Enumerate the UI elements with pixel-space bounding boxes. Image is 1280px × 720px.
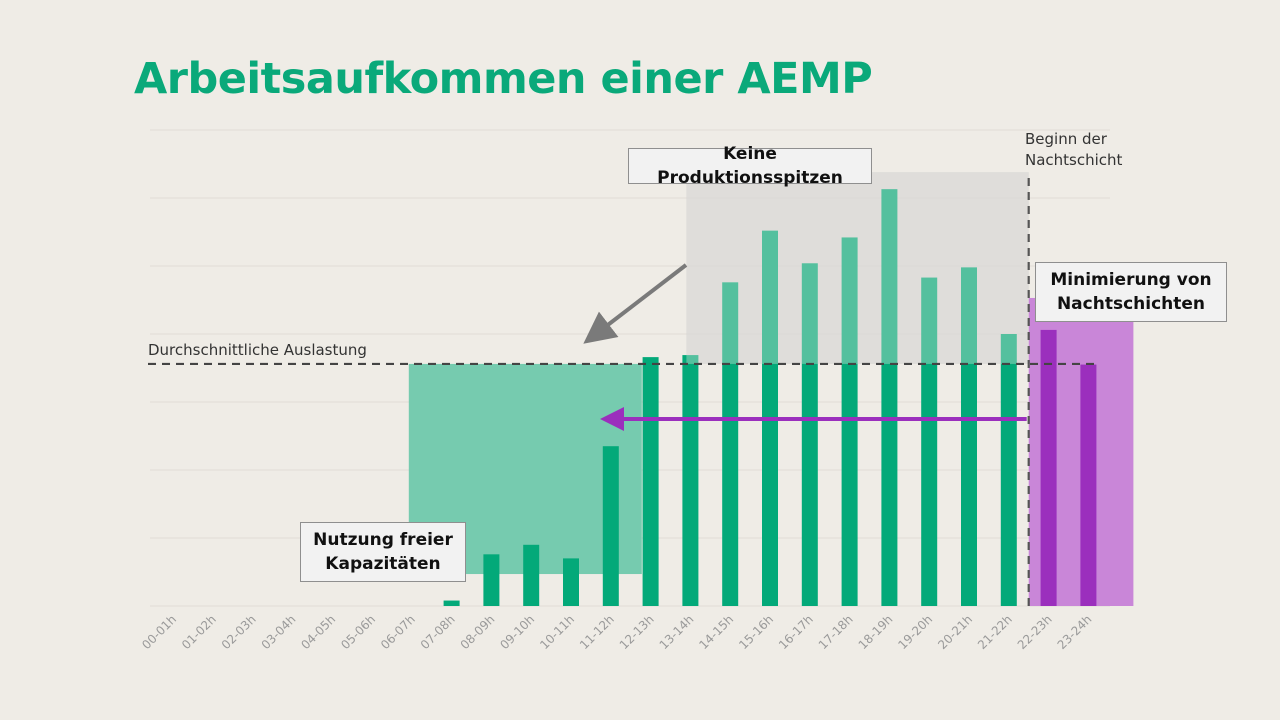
- x-tick-01-02h: 01-02h: [179, 612, 219, 652]
- callout-no-peaks: Keine Produktionsspitzen: [628, 144, 872, 188]
- x-tick-12-13h: 12-13h: [617, 612, 657, 652]
- x-tick-15-16h: 15-16h: [736, 612, 776, 652]
- x-tick-00-01h: 00-01h: [139, 612, 179, 652]
- shift-arrow-grey: [583, 263, 688, 344]
- bar-18-19h: [881, 189, 898, 606]
- bar-16-17h: [801, 263, 818, 606]
- bar-22-23h: [1040, 329, 1057, 606]
- x-tick-11-12h: 11-12h: [577, 612, 617, 652]
- x-tick-19-20h: 19-20h: [895, 612, 935, 652]
- x-tick-18-19h: 18-19h: [856, 612, 896, 652]
- x-tick-05-06h: 05-06h: [338, 612, 378, 652]
- bar-09-10h: [523, 544, 540, 606]
- callout-night-line2: Nachtschichten: [1056, 294, 1206, 314]
- x-tick-16-17h: 16-17h: [776, 612, 816, 652]
- callout-free-capacity: Nutzung freier Kapazitäten: [300, 522, 466, 582]
- x-tick-13-14h: 13-14h: [657, 612, 697, 652]
- x-tick-23-24h: 23-24h: [1055, 612, 1095, 652]
- x-tick-06-07h: 06-07h: [378, 612, 418, 652]
- no-peaks-overlay: [686, 172, 1029, 364]
- bar-17-18h: [841, 237, 858, 606]
- average-line-label: Durchschnittliche Auslastung: [148, 341, 367, 359]
- night-start-label-line1: Beginn der: [1025, 130, 1108, 148]
- bar-11-12h: [602, 446, 619, 606]
- reference-lines: [148, 178, 1098, 606]
- chart-title: Arbeitsaufkommen einer AEMP: [134, 54, 873, 104]
- x-tick-02-03h: 02-03h: [219, 612, 259, 652]
- bar-12-13h: [642, 357, 659, 606]
- x-tick-03-04h: 03-04h: [259, 612, 299, 652]
- x-tick-labels: 00-01h 01-02h 02-03h 03-04h 04-05h 05-06h 06-0…: [139, 612, 1094, 652]
- bar-13-14h: [682, 355, 699, 606]
- bar-20-21h: [961, 267, 977, 606]
- x-tick-21-22h: 21-22h: [975, 612, 1015, 652]
- x-tick-08-09h: 08-09h: [458, 612, 498, 652]
- bar-21-22h: [1000, 334, 1017, 606]
- night-start-label-line2: Nachtschicht: [1025, 151, 1123, 169]
- bar-07-08h: [443, 600, 460, 606]
- callout-night-shift: Minimierung von Nachtschichten: [1035, 262, 1227, 322]
- x-tick-22-23h: 22-23h: [1015, 612, 1055, 652]
- callout-free-line2: Kapazitäten: [325, 554, 441, 574]
- x-tick-10-11h: 10-11h: [537, 612, 577, 652]
- bars: [443, 172, 1097, 606]
- bar-08-09h: [483, 554, 500, 606]
- bar-23-24h: [1080, 364, 1097, 606]
- x-tick-17-18h: 17-18h: [816, 612, 856, 652]
- bar-10-11h: [563, 558, 579, 606]
- callout-free-line1: Nutzung freier: [313, 530, 453, 550]
- x-tick-09-10h: 09-10h: [497, 612, 537, 652]
- callout-no-peaks-text: Keine Produktionsspitzen: [657, 144, 843, 188]
- x-tick-14-15h: 14-15h: [696, 612, 736, 652]
- x-tick-07-08h: 07-08h: [418, 612, 458, 652]
- x-tick-04-05h: 04-05h: [298, 612, 338, 652]
- bar-19-20h: [921, 277, 938, 606]
- callout-night-line1: Minimierung von: [1050, 270, 1212, 290]
- x-tick-20-21h: 20-21h: [935, 612, 975, 652]
